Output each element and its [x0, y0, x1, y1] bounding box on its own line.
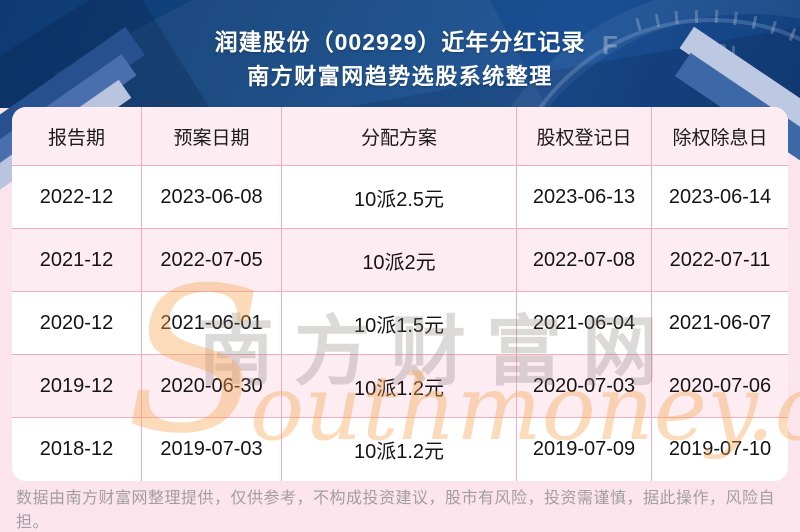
- table-row: 2022-12 2023-06-08 10派2.5元 2023-06-13 20…: [12, 166, 788, 229]
- table-cell: 2019-07-09: [517, 418, 652, 481]
- table-cell: 2022-07-11: [669, 248, 771, 271]
- table-cell: 2021-12: [12, 229, 142, 291]
- table-row: 2020-12 2021-06-01 10派1.5元 2021-06-04 20…: [12, 292, 788, 355]
- table-cell: 2020-12: [12, 292, 142, 354]
- col-header-dividend-plan: 分配方案: [282, 107, 517, 165]
- table-cell: 2020-07-03: [517, 355, 652, 417]
- table-cell: 2021-06-04: [517, 292, 652, 354]
- table-cell: 10派2.5元: [282, 166, 517, 228]
- table-cell: 2020-06-30: [142, 355, 282, 417]
- table-row: 2021-12 2022-07-05 10派2元 2022-07-08 2022…: [12, 229, 788, 292]
- table-cell: 2018-12: [12, 418, 142, 481]
- table-cell: 10派1.5元: [282, 292, 517, 354]
- fuel-gauge-tick: [694, 10, 698, 24]
- table-cell: 10派1.2元: [282, 355, 517, 417]
- table-cell: 2022-07-08: [517, 229, 652, 291]
- page-subtitle: 南方财富网趋势选股系统整理: [247, 64, 553, 89]
- table-cell: 2019-07-10: [668, 438, 772, 460]
- col-header-record-date: 股权登记日: [517, 107, 652, 165]
- table-cell: 2021-06-07: [668, 311, 772, 334]
- table-cell: 2019-12: [12, 355, 142, 417]
- table-cell: 2021-06-01: [142, 292, 282, 354]
- table-cell: 10派1.2元: [282, 418, 517, 481]
- table-cell: 2022-07-05: [142, 229, 282, 291]
- dividend-table: 报告期 预案日期 分配方案 股权登记日 除权除息日 2022-12 2023-0…: [12, 107, 788, 481]
- table-cell: 2023-06-08: [142, 166, 282, 228]
- col-header-plan-date: 预案日期: [142, 107, 282, 165]
- col-header-ex-dividend-date: 除权除息日: [672, 127, 768, 149]
- table-cell: 2019-07-03: [142, 418, 282, 481]
- fuel-gauge-f-label: F: [602, 30, 618, 60]
- table-row: 2019-12 2020-06-30 10派1.2元 2020-07-03 20…: [12, 355, 788, 418]
- table-row: 2018-12 2019-07-03 10派1.2元 2019-07-09 20…: [12, 418, 788, 481]
- disclaimer-text: 数据由南方财富网整理提供，仅供参考，不构成投资建议，股市有风险，投资需谨慎，据此…: [16, 490, 776, 531]
- table-header-row: 报告期 预案日期 分配方案 股权登记日 除权除息日: [12, 107, 788, 166]
- table-cell: 2022-12: [12, 166, 142, 228]
- table-cell: 10派2元: [282, 229, 517, 291]
- table-cell: 2023-06-14: [668, 185, 772, 208]
- table-cell: 2020-07-06: [668, 374, 772, 397]
- fuel-gauge-tick: [714, 10, 718, 24]
- table-cell: 2023-06-13: [517, 166, 652, 228]
- page-title: 润建股份（002929）近年分红记录: [214, 29, 586, 55]
- col-header-report-period: 报告期: [12, 107, 142, 165]
